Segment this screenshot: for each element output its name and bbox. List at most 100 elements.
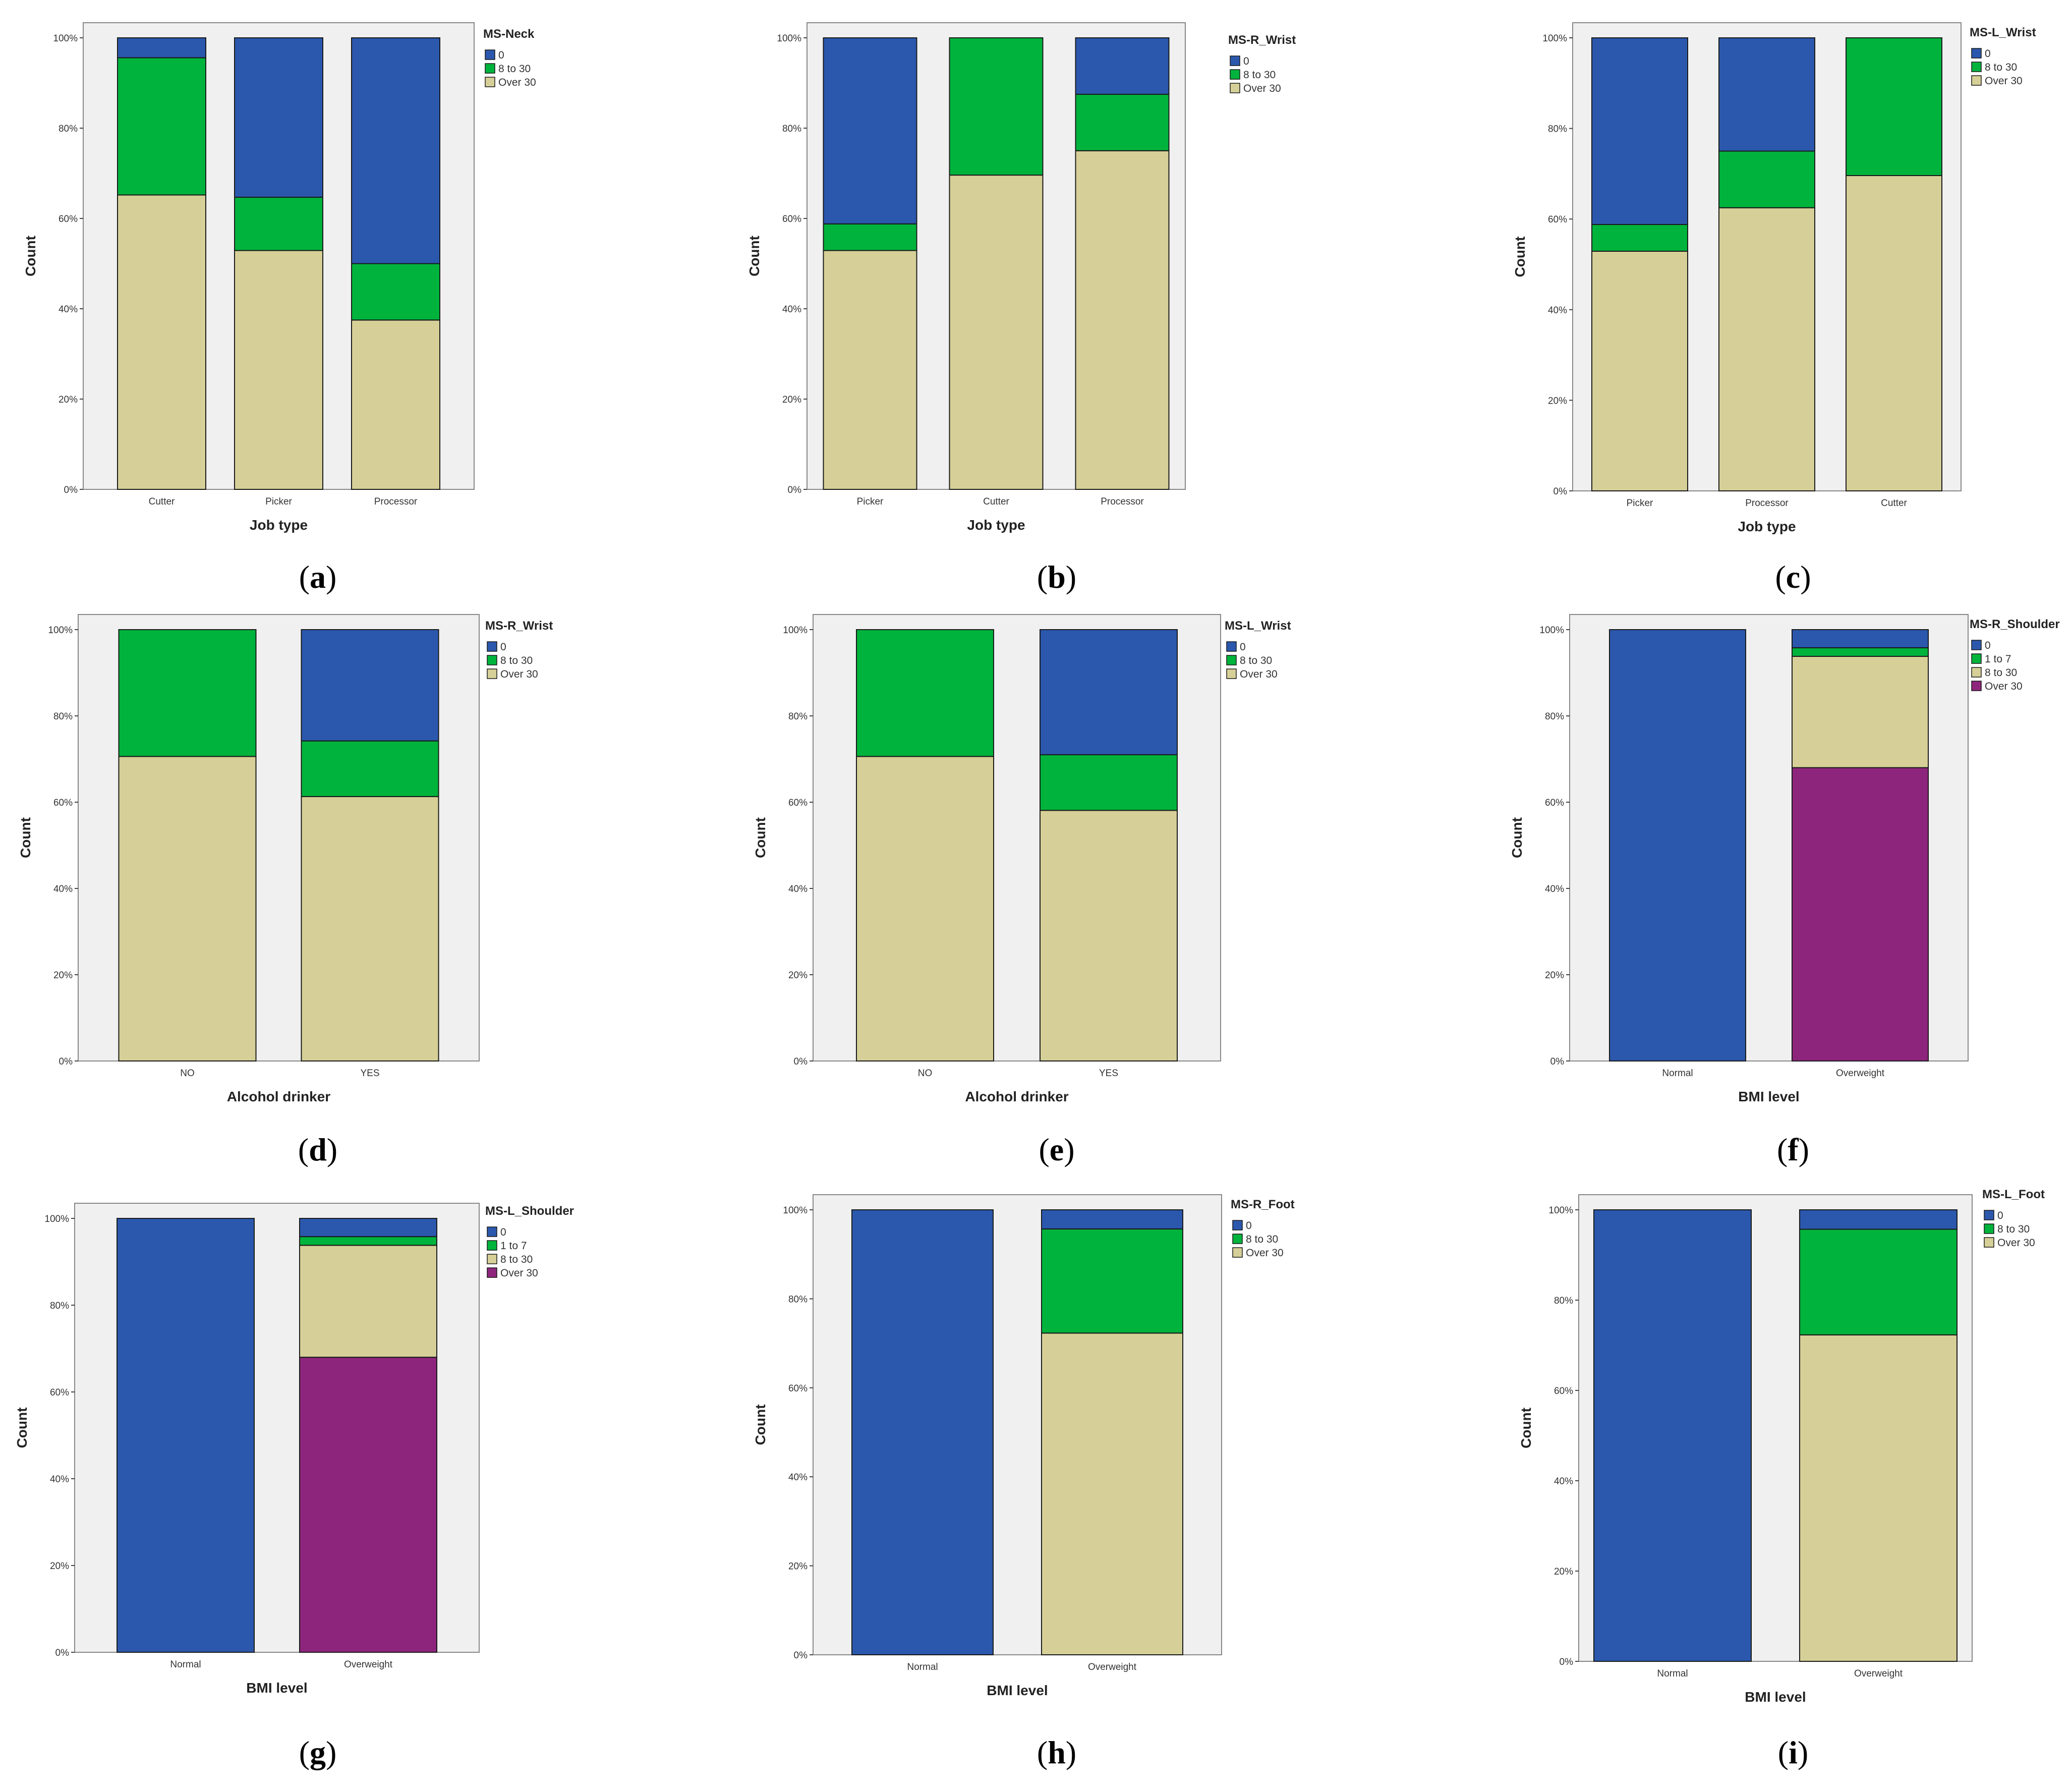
legend-swatch: [485, 77, 495, 87]
legend-label: 8 to 30: [1240, 655, 1272, 666]
bar-segment-overweight-over-30: [1792, 767, 1929, 1061]
y-tick-label: 40%: [1548, 305, 1567, 316]
legend-title: MS-L_Shoulder: [485, 1204, 574, 1218]
y-tick-label: 20%: [50, 1561, 69, 1572]
chart-panel-a: 0% 20% 40% 60% 80% 100% Count Cutter Picker Proce…: [23, 22, 536, 595]
legend-swatch: [1984, 1223, 1994, 1234]
bar-segment-no-8-to-30: [118, 629, 257, 757]
y-tick-label: 20%: [788, 1561, 808, 1572]
y-tick-label: 20%: [59, 395, 78, 405]
bar-segment-yes-8-to-30: [1040, 754, 1178, 811]
y-tick-label: 100%: [48, 625, 73, 636]
y-axis-title: Count: [753, 1405, 768, 1445]
x-tick-label: Overweight: [1836, 1068, 1885, 1079]
bar-segment-overweight-0: [1799, 1209, 1958, 1230]
legend-swatch: [487, 1254, 497, 1264]
y-axis-title: Count: [18, 817, 33, 858]
y-tick-label: 60%: [1554, 1386, 1573, 1396]
bar-segment-picker-over-30: [823, 250, 917, 490]
legend-label: Over 30: [498, 77, 536, 88]
legend-title: MS-Neck: [483, 27, 535, 41]
x-axis-title: BMI level: [1745, 1689, 1806, 1705]
y-tick-label: 20%: [788, 970, 808, 981]
y-tick-label: 80%: [788, 1294, 808, 1305]
bar-segment-yes-over-30: [1040, 810, 1178, 1061]
bar-segment-picker-8-to-30: [1591, 223, 1688, 252]
x-tick-label: Overweight: [344, 1659, 393, 1670]
bar-segment-picker-over-30: [1591, 250, 1688, 491]
legend-label: 8 to 30: [500, 655, 533, 666]
legend-label: 0: [1985, 640, 1991, 651]
bar-segment-normal-0: [1609, 629, 1746, 1061]
y-tick-label: 60%: [59, 214, 78, 225]
panel-caption-letter: i: [1789, 1735, 1798, 1770]
bar-segment-overweight-8-to-30: [1799, 1228, 1958, 1335]
bar-segment-picker-over-30: [234, 250, 323, 490]
y-tick-label: 100%: [783, 1205, 808, 1216]
y-tick-label: 80%: [59, 124, 78, 134]
panel-caption: (i): [1778, 1735, 1808, 1770]
legend-label: Over 30: [500, 1267, 538, 1279]
x-tick-label: Picker: [265, 496, 292, 507]
y-tick-label: 20%: [782, 395, 801, 405]
y-tick-label: 40%: [59, 304, 78, 315]
bar-segment-overweight-8-to-30: [1041, 1228, 1183, 1334]
y-tick-label: 40%: [53, 884, 73, 894]
bar-segment-overweight-0: [299, 1218, 437, 1238]
y-tick-label: 40%: [788, 884, 808, 894]
legend-swatch: [1232, 1234, 1243, 1244]
panel-caption: (h): [1037, 1735, 1076, 1770]
y-tick-label: 0%: [64, 485, 78, 495]
y-axis-title: Count: [23, 236, 38, 276]
legend-title: MS-L_Wrist: [1225, 619, 1291, 633]
y-tick-label: 60%: [1545, 798, 1564, 808]
legend-swatch: [487, 1240, 497, 1251]
legend-label: 8 to 30: [1997, 1223, 2030, 1235]
panel-caption: (a): [299, 559, 337, 595]
bar-segment-processor-0: [351, 37, 440, 264]
y-tick-label: 80%: [50, 1301, 69, 1311]
y-tick-label: 0%: [794, 1650, 808, 1661]
y-tick-label: 20%: [53, 970, 73, 981]
bar-segment-processor-over-30: [351, 319, 440, 490]
legend-label: Over 30: [1240, 668, 1278, 680]
y-tick-label: 40%: [1545, 884, 1564, 894]
legend-swatch: [1226, 668, 1237, 679]
x-tick-label: Cutter: [1881, 498, 1907, 509]
y-tick-label: 80%: [788, 711, 808, 722]
bar-segment-cutter-over-30: [1846, 175, 1942, 491]
legend-swatch: [1230, 55, 1240, 66]
panel-caption-letter: d: [309, 1132, 327, 1167]
y-tick-label: 0%: [1550, 1056, 1565, 1067]
legend-label: 0: [498, 49, 504, 61]
x-axis-title: Alcohol drinker: [227, 1089, 330, 1104]
x-tick-label: NO: [180, 1068, 195, 1079]
bar-segment-overweight-over-30: [1041, 1332, 1183, 1655]
bar-segment-overweight-over-30: [299, 1357, 437, 1653]
y-axis-title: Count: [1509, 817, 1525, 858]
legend-label: Over 30: [500, 668, 538, 680]
bar-segment-processor-over-30: [1718, 207, 1815, 491]
y-axis-title: Count: [1512, 237, 1528, 277]
y-tick-label: 60%: [1548, 214, 1567, 225]
x-tick-label: Processor: [1745, 498, 1789, 509]
x-tick-label: Picker: [857, 496, 884, 507]
bar-segment-no-over-30: [118, 756, 257, 1061]
legend-label: 8 to 30: [500, 1254, 533, 1265]
legend-swatch: [1232, 1247, 1243, 1258]
x-tick-label: YES: [360, 1068, 379, 1079]
legend-title: MS-L_Foot: [1982, 1188, 2045, 1201]
x-tick-label: Normal: [1657, 1668, 1688, 1679]
legend-label: 0: [500, 641, 506, 653]
x-axis-title: Job type: [967, 517, 1025, 533]
x-tick-label: YES: [1099, 1068, 1118, 1079]
bar-segment-picker-8-to-30: [234, 196, 323, 251]
bar-segment-picker-0: [1591, 37, 1688, 225]
bar-segment-cutter-8-to-30: [117, 57, 206, 196]
y-tick-label: 20%: [1554, 1567, 1573, 1577]
x-tick-label: Cutter: [149, 496, 175, 507]
legend-swatch: [487, 641, 497, 652]
x-tick-label: Normal: [907, 1662, 938, 1672]
legend-label: Over 30: [1243, 83, 1281, 94]
legend-swatch: [487, 655, 497, 665]
